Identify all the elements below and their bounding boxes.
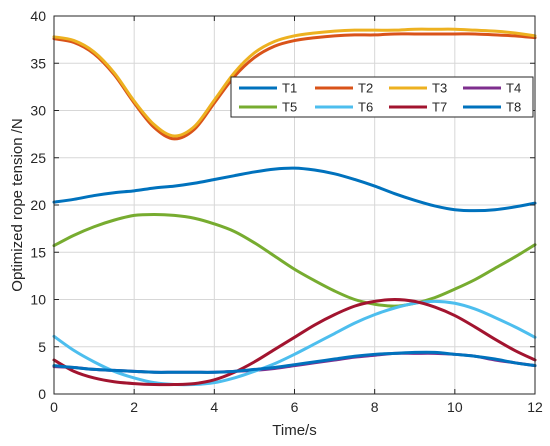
- x-tick-label: 12: [527, 399, 543, 415]
- x-tick-label: 0: [50, 399, 58, 415]
- y-tick-label: 5: [38, 339, 46, 355]
- x-tick-label: 10: [447, 399, 463, 415]
- y-tick-label: 35: [30, 55, 46, 71]
- legend-label-t3: T3: [432, 81, 447, 96]
- legend: T1 T2 T3 T4 T5 T6 T7 T8: [230, 76, 534, 118]
- y-tick-labels: 0 5 10 15 20 25 30 35 40: [30, 8, 46, 402]
- x-tick-label: 8: [371, 399, 379, 415]
- series-lines: [52, 27, 537, 387]
- series-line-t5: [52, 212, 537, 308]
- y-tick-label: 10: [30, 292, 46, 308]
- x-axis-label: Time/s: [272, 422, 316, 439]
- y-tick-label: 20: [30, 197, 46, 213]
- x-tick-label: 4: [210, 399, 218, 415]
- series-line-t3: [52, 27, 537, 138]
- legend-label-t6: T6: [358, 100, 373, 115]
- y-tick-label: 25: [30, 150, 46, 166]
- legend-label-t7: T7: [432, 100, 447, 115]
- y-tick-label: 30: [30, 103, 46, 119]
- series-line-t8: [52, 350, 537, 374]
- legend-label-t8: T8: [506, 100, 521, 115]
- series-line-t7: [52, 298, 537, 387]
- legend-label-t1: T1: [282, 81, 297, 96]
- y-axis-label: Optimized rope tension /N: [9, 118, 26, 291]
- axis-ticks: [53, 15, 536, 395]
- series-line-t6: [52, 299, 537, 387]
- series-line-t1: [52, 166, 537, 213]
- y-tick-label: 40: [30, 8, 46, 24]
- x-tick-label: 6: [291, 399, 299, 415]
- y-tick-label: 15: [30, 244, 46, 260]
- legend-label-t5: T5: [282, 100, 297, 115]
- legend-label-t4: T4: [506, 81, 521, 96]
- y-tick-label: 0: [38, 386, 46, 402]
- x-tick-label: 2: [130, 399, 138, 415]
- x-tick-labels: 0 2 4 6 8 10 12: [50, 399, 543, 415]
- legend-box: [230, 76, 534, 118]
- legend-label-t2: T2: [358, 81, 373, 96]
